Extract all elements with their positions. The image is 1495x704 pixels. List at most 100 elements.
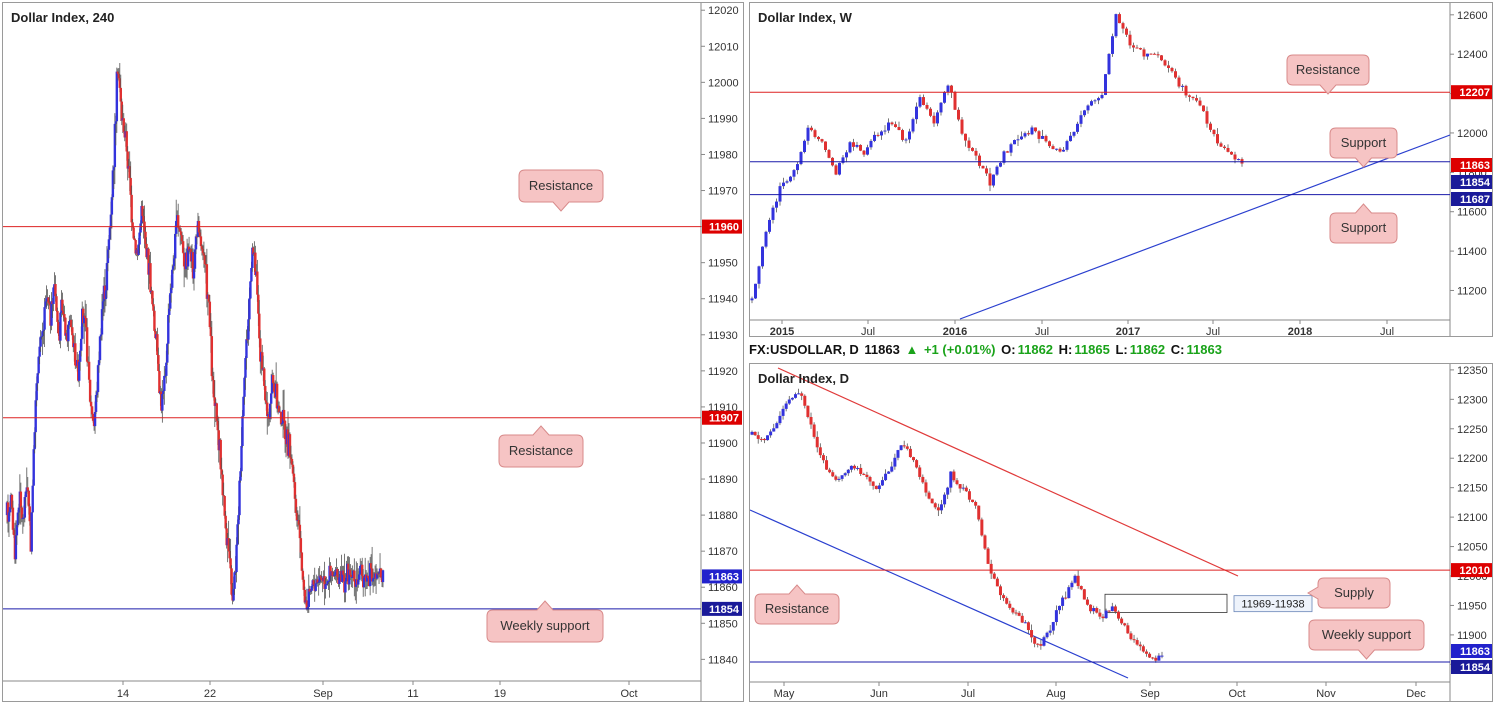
candle-body — [1073, 575, 1077, 583]
candle-body — [191, 252, 195, 279]
candle-body — [193, 249, 197, 269]
candle-body — [114, 121, 118, 124]
candle-body — [887, 471, 891, 474]
candle-body — [958, 484, 962, 489]
x-tick-label: 22 — [204, 688, 216, 700]
chart-daily-svg: 1235012300122501220012150121001205012000… — [750, 364, 1492, 701]
candle-body — [834, 476, 838, 480]
candle-body — [87, 361, 91, 380]
price-tag-11854-text: 11854 — [1460, 177, 1491, 189]
candle-body — [1093, 100, 1097, 102]
y-tick-label: 12100 — [1457, 512, 1488, 524]
candle-body — [142, 215, 145, 222]
candle-body — [904, 139, 908, 141]
chart-panel-240[interactable]: 12020 12010 12000 11990 11980 11970 11960 11950… — [2, 2, 744, 702]
candle-body — [44, 301, 47, 308]
callout-bubble — [1307, 577, 1391, 609]
candle-body — [381, 570, 385, 583]
y-tick-label: 11950 — [708, 258, 738, 270]
candle-body — [960, 119, 964, 134]
open-label: O: — [1001, 342, 1016, 357]
candle-body — [855, 144, 859, 147]
candle-body — [316, 579, 319, 583]
chart-panel-weekly[interactable]: 1260012400122001200011800116001140011200… — [749, 2, 1493, 337]
candle-body — [785, 181, 789, 183]
candle-body — [1027, 133, 1030, 135]
candle-body — [978, 155, 981, 166]
price-tag-11907-text: 11907 — [709, 413, 739, 425]
candle-body — [974, 150, 978, 156]
candle-body — [769, 431, 773, 436]
price-tag-12207-text: 12207 — [1459, 87, 1490, 99]
candle-body — [1104, 74, 1107, 95]
candle-body — [236, 524, 239, 545]
candle-body — [1118, 14, 1121, 24]
candle-body — [865, 474, 869, 478]
candle-body — [799, 152, 803, 165]
symbol-label: FX:USDOLLAR, D — [749, 342, 859, 357]
candle-body — [7, 512, 11, 522]
candle-body — [967, 491, 971, 500]
x-tick-label: 2018 — [1288, 326, 1312, 337]
candle-body — [1041, 135, 1044, 139]
chart-panel-daily[interactable]: 1235012300122501220012150121001205012000… — [749, 363, 1493, 702]
candle-body — [750, 298, 754, 301]
callout-supply: Supply — [1307, 577, 1391, 609]
candle-body — [952, 471, 956, 481]
candle-body — [1055, 148, 1058, 150]
candle-body — [859, 144, 862, 151]
candle-body — [1076, 575, 1080, 587]
candle-body — [309, 590, 312, 592]
y-tick-label: 11400 — [1457, 246, 1487, 258]
candle-body — [105, 263, 109, 291]
candle-body — [240, 446, 243, 472]
candle-body — [317, 581, 320, 583]
candle-body — [35, 383, 38, 401]
callout-text: Support — [1341, 135, 1387, 150]
candle-body — [176, 215, 180, 228]
candle-body — [272, 383, 276, 392]
candle-body — [220, 469, 223, 475]
y-tick-label: 11990 — [708, 113, 738, 125]
candle-body — [164, 375, 167, 377]
candle-body — [22, 517, 26, 519]
candle-body — [132, 227, 135, 239]
candle-body — [815, 436, 819, 448]
y-tick-label: 11900 — [1457, 630, 1487, 642]
candle-body — [1048, 630, 1052, 633]
candle-body — [353, 570, 356, 582]
candle-body — [797, 393, 801, 395]
candle-body — [167, 314, 170, 344]
candle-body — [1223, 146, 1226, 148]
candle-body — [33, 432, 36, 450]
chart-title-240: Dollar Index, 240 — [11, 10, 115, 25]
candle-body — [171, 269, 174, 288]
candle-body — [351, 576, 354, 578]
price-tag-12207 — [1451, 85, 1492, 100]
y-tick-label: 11920 — [708, 366, 738, 378]
candle-body — [312, 580, 315, 585]
candle-body — [342, 570, 345, 575]
candle-body — [302, 579, 306, 590]
candle-body — [834, 165, 838, 175]
candle-body — [995, 578, 999, 587]
candle-body — [880, 480, 884, 486]
candle-body — [1181, 85, 1184, 87]
candle-body — [379, 568, 383, 578]
candle-body — [1023, 133, 1027, 137]
candle-body — [299, 538, 303, 553]
candle-body — [113, 123, 117, 168]
candle-body — [71, 327, 74, 336]
candle-body — [192, 268, 196, 279]
callout-text: Resistance — [509, 443, 573, 458]
candle-body — [1054, 610, 1058, 623]
candle-body — [925, 104, 929, 109]
candle-body — [1144, 651, 1148, 654]
y-tick-label: 12400 — [1457, 49, 1488, 61]
high-value: 11865 — [1074, 342, 1110, 357]
candle-body — [778, 415, 782, 424]
candle-body — [298, 524, 302, 539]
candle-body — [918, 97, 922, 107]
price-tag-11863 — [1451, 644, 1492, 658]
chart-title-weekly: Dollar Index, W — [758, 10, 852, 25]
